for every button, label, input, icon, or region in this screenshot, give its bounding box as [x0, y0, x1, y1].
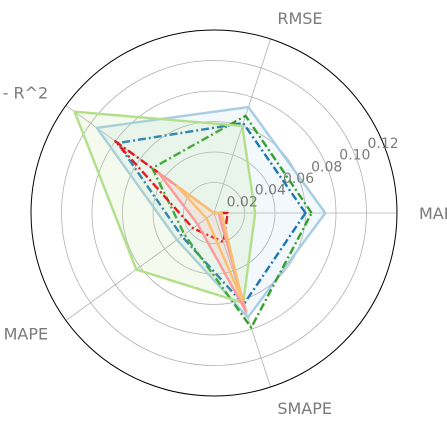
axis-label-1: RMSE: [277, 9, 322, 28]
series-0-line: [95, 105, 327, 319]
spoke-3: [65, 212, 215, 321]
axis-label-3: MAPE: [4, 324, 49, 343]
radar-outer-frame: [30, 29, 398, 397]
series-3-fill: [74, 111, 256, 303]
axis-labels: MAE RMSE 1 - R^2 MAPE SMAPE: [0, 9, 447, 418]
axis-label-0: MAE: [419, 204, 447, 223]
r-tick-label-3: 0.08: [311, 159, 342, 175]
series-1-line: [116, 121, 307, 306]
series-3-line: [73, 110, 257, 305]
radar-series-group: [73, 105, 327, 329]
r-tick-label-4: 0.10: [339, 148, 370, 164]
r-tick-label-2: 0.06: [283, 171, 314, 187]
axis-label-2: 1 - R^2: [0, 84, 48, 103]
series-6-line: [175, 184, 244, 302]
r-tick-label-0: 0.02: [227, 194, 258, 210]
r-tick-label-1: 0.04: [255, 183, 286, 199]
axis-label-4: SMAPE: [277, 399, 332, 418]
r-tick-label-5: 0.12: [367, 136, 398, 152]
radial-tick-labels: 0.020.040.060.080.100.12: [227, 136, 399, 210]
